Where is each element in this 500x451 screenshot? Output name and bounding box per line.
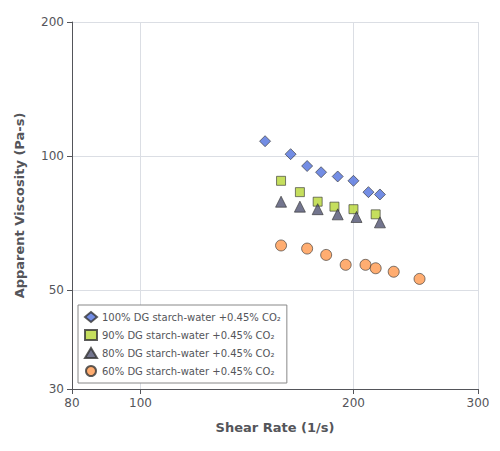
svg-text:Apparent Viscosity (Pa-s): Apparent Viscosity (Pa-s) [12, 113, 27, 299]
svg-text:60% DG starch-water +0.45% CO₂: 60% DG starch-water +0.45% CO₂ [102, 366, 275, 377]
svg-text:100: 100 [129, 396, 152, 410]
svg-text:80: 80 [64, 396, 79, 410]
svg-text:Shear Rate (1/s): Shear Rate (1/s) [216, 420, 335, 435]
svg-text:100: 100 [41, 149, 64, 163]
svg-text:200: 200 [41, 15, 64, 29]
svg-text:80% DG starch-water +0.45% CO₂: 80% DG starch-water +0.45% CO₂ [102, 348, 275, 359]
svg-text:300: 300 [467, 396, 490, 410]
svg-text:30: 30 [49, 382, 64, 396]
svg-text:100% DG starch-water +0.45% CO: 100% DG starch-water +0.45% CO₂ [102, 312, 281, 323]
svg-text:200: 200 [342, 396, 365, 410]
svg-text:50: 50 [49, 283, 64, 297]
svg-text:90% DG starch-water +0.45% CO₂: 90% DG starch-water +0.45% CO₂ [102, 330, 275, 341]
